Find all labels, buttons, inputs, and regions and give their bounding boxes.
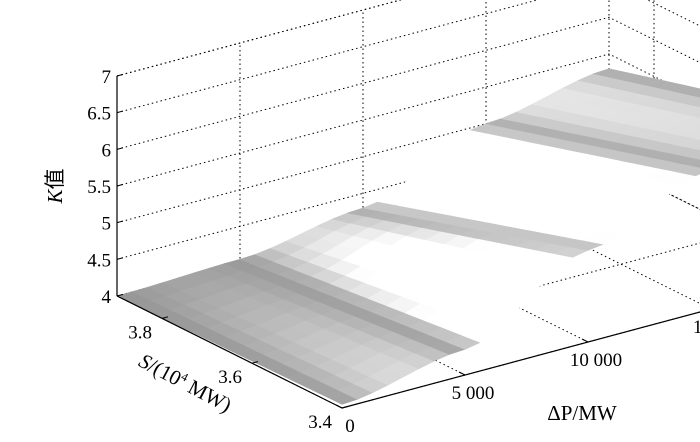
z-tick-label: 5 (102, 214, 112, 235)
tick-labels: 4 4.5 5 5.5 6 6.5 7 3.4 3.6 3.8 0 5 000 10 000 15 000… (87, 67, 700, 437)
y-tick-label: 3.8 (128, 322, 152, 343)
z-tick-mark (116, 73, 124, 77)
surface-patch (686, 89, 700, 98)
surface-patch (691, 163, 700, 168)
x-tick-mark (335, 404, 343, 409)
grid-line-z (116, 0, 403, 77)
z-tick-mark (116, 293, 124, 297)
y-axis-line (116, 295, 343, 409)
surface-patch (689, 100, 700, 108)
grid-line-x (362, 229, 589, 343)
y-tick-mark (251, 361, 259, 364)
z-tick-label: 4 (102, 287, 112, 308)
z-tick-label: 6.5 (87, 104, 111, 125)
grid-line-x (485, 196, 700, 305)
grid-line-z (116, 16, 700, 150)
z-tick-mark (116, 220, 124, 224)
grid-line-y (251, 242, 700, 364)
z-tick-label: 5.5 (87, 177, 111, 198)
z-tick-mark (116, 147, 124, 150)
z-tick-mark (116, 110, 124, 114)
z-axis-label: K值 (43, 168, 67, 204)
x-tick-label: 10 000 (570, 350, 622, 371)
y-tick-label: 3.4 (308, 412, 332, 433)
x-tick-mark (458, 371, 466, 376)
x-tick-label: 5 000 (452, 383, 495, 404)
y-tick-label: 3.6 (218, 367, 242, 388)
surface-patch (696, 126, 700, 129)
surface-patch (693, 113, 700, 118)
z-tick-mark (116, 183, 124, 187)
x-tick-mark (581, 338, 589, 343)
x-tick-label: 0 (345, 416, 355, 437)
y-tick-mark (161, 316, 169, 319)
axes (116, 73, 700, 409)
z-tick-label: 6 (102, 140, 112, 161)
z-tick-label: 4.5 (87, 250, 111, 271)
x-tick-label: 15 000 (693, 317, 700, 338)
y-tick-mark (341, 405, 349, 409)
z-tick-mark (116, 257, 124, 260)
surface (116, 68, 700, 405)
grid-line-z (116, 53, 700, 187)
box-top-edge (116, 0, 403, 77)
surface-patch (684, 139, 700, 151)
z-tick-label: 7 (102, 67, 112, 88)
surface-patch (687, 152, 700, 160)
x-axis-label: ΔP/MW (547, 401, 617, 425)
